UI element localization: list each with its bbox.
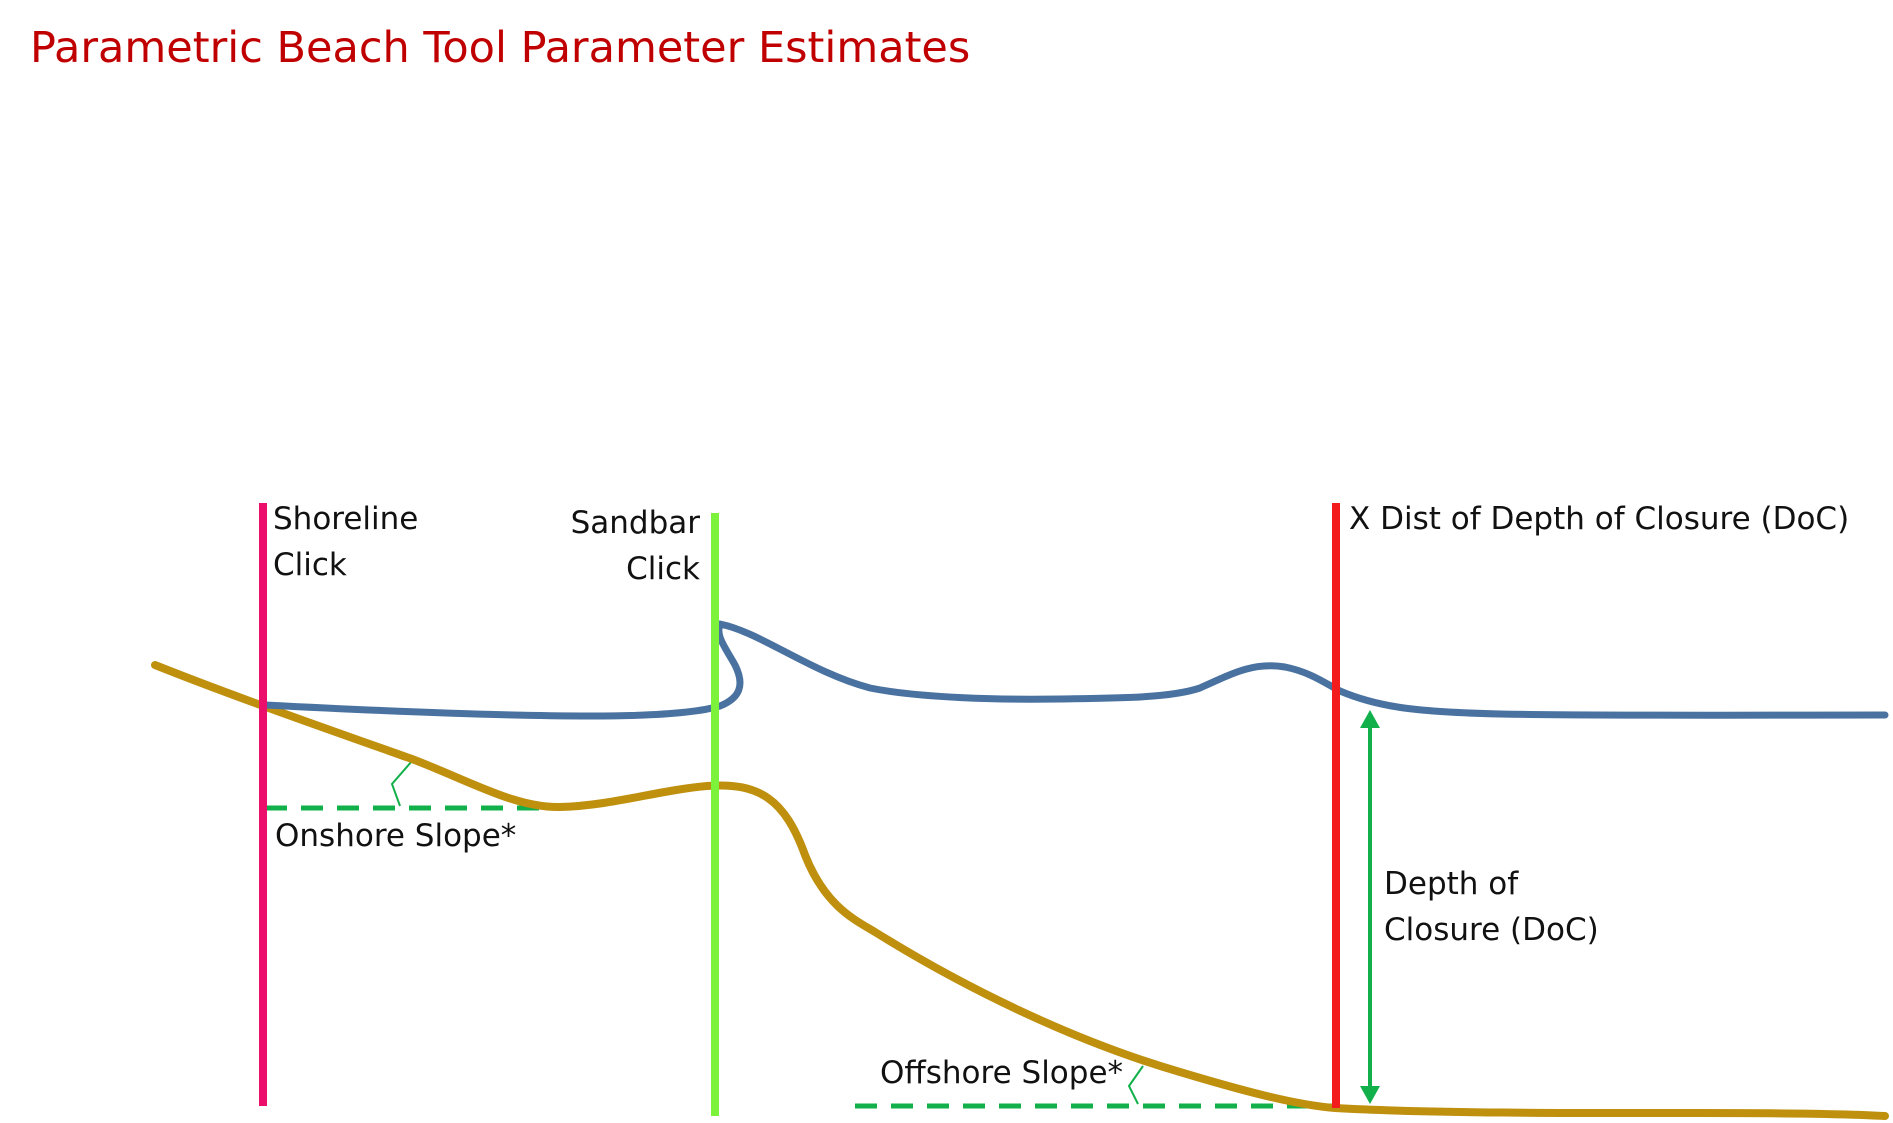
page-title: Parametric Beach Tool Parameter Estimate… <box>30 23 971 73</box>
seabed-profile-line <box>151 661 1889 1120</box>
onshore-slope-label: Onshore Slope* <box>275 818 516 854</box>
shoreline-click-label-line1: Shoreline <box>273 501 418 537</box>
depth-of-closure-arrow-head-down <box>1360 1086 1380 1104</box>
sandbar-click-label-line1: Sandbar <box>571 505 701 541</box>
offshore-slope-angle-mark <box>1127 1065 1144 1105</box>
sandbar-click-label-line2: Click <box>626 551 700 587</box>
doc-x-distance-label: X Dist of Depth of Closure (DoC) <box>1349 501 1849 537</box>
depth-of-closure-label-line1: Depth of <box>1384 866 1519 902</box>
shoreline-click-label-line2: Click <box>273 547 347 583</box>
water-surface-profile-line <box>261 620 1889 720</box>
onshore-slope-angle-mark <box>390 760 413 807</box>
offshore-slope-label: Offshore Slope* <box>880 1055 1123 1091</box>
depth-of-closure-arrow-head-up <box>1360 710 1380 728</box>
depth-of-closure-label-line2: Closure (DoC) <box>1384 912 1599 948</box>
